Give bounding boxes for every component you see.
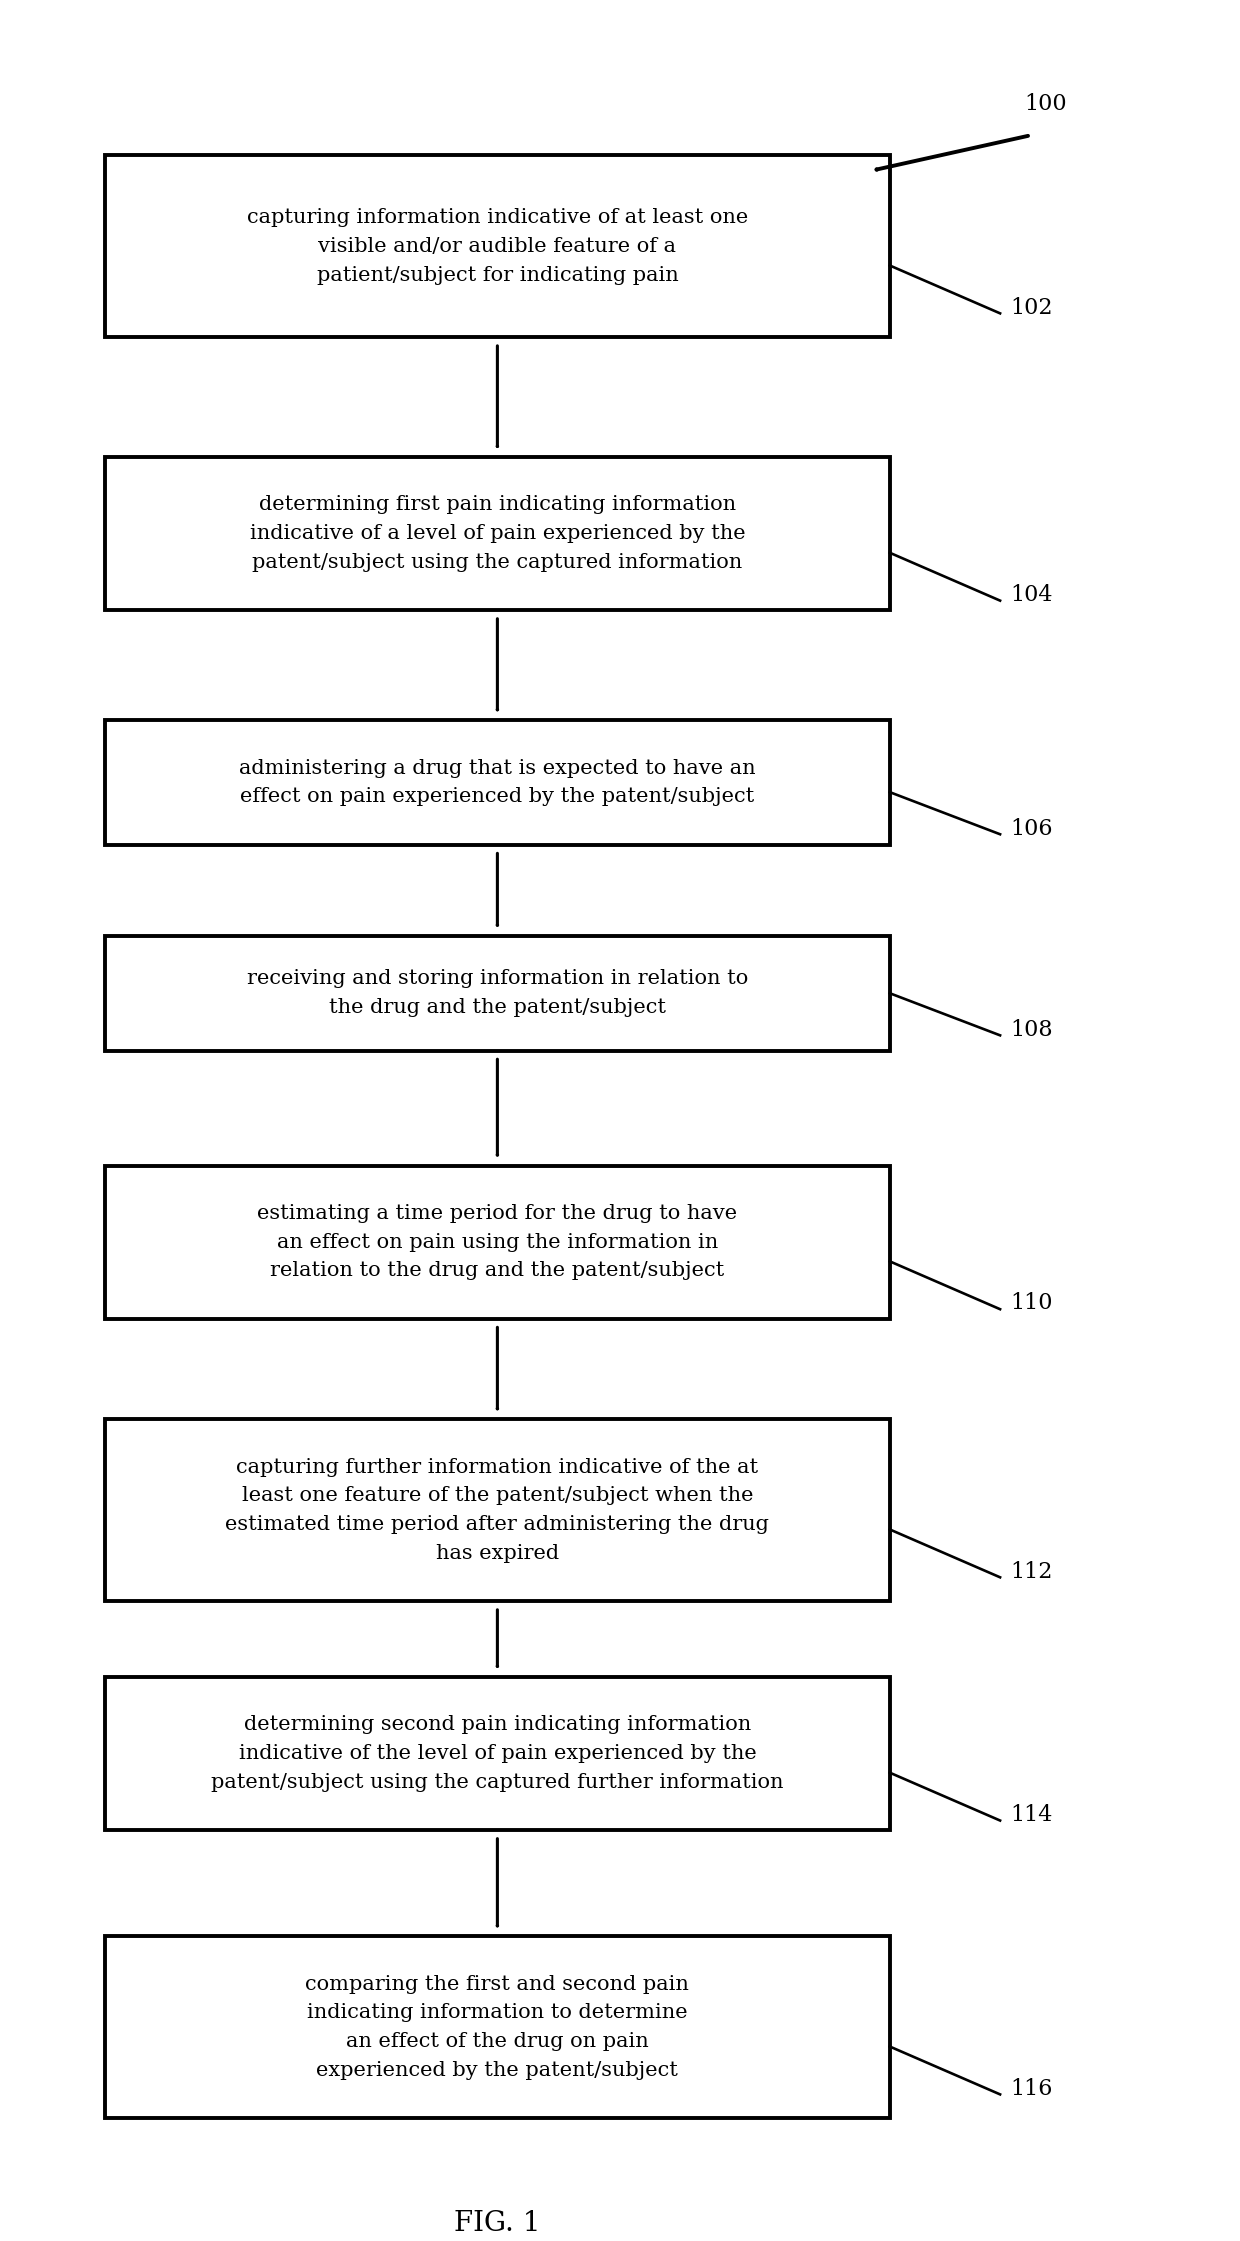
Text: capturing further information indicative of the at
least one feature of the pate: capturing further information indicative…	[226, 1457, 769, 1562]
FancyBboxPatch shape	[105, 457, 890, 610]
Text: administering a drug that is expected to have an
effect on pain experienced by t: administering a drug that is expected to…	[239, 760, 755, 807]
Text: 108: 108	[1009, 1020, 1053, 1040]
Text: receiving and storing information in relation to
the drug and the patent/subject: receiving and storing information in rel…	[247, 970, 748, 1017]
FancyBboxPatch shape	[105, 1165, 890, 1318]
Text: estimating a time period for the drug to have
an effect on pain using the inform: estimating a time period for the drug to…	[258, 1203, 738, 1280]
FancyBboxPatch shape	[105, 937, 890, 1051]
Text: 100: 100	[1024, 94, 1068, 114]
Text: capturing information indicative of at least one
visible and/or audible feature : capturing information indicative of at l…	[247, 208, 748, 285]
FancyBboxPatch shape	[105, 1419, 890, 1602]
Text: 114: 114	[1009, 1804, 1053, 1826]
Text: determining second pain indicating information
indicative of the level of pain e: determining second pain indicating infor…	[211, 1714, 784, 1793]
Text: determining first pain indicating information
indicative of a level of pain expe: determining first pain indicating inform…	[249, 495, 745, 571]
Text: comparing the first and second pain
indicating information to determine
an effec: comparing the first and second pain indi…	[305, 1974, 689, 2080]
Text: 106: 106	[1009, 818, 1053, 840]
Text: 116: 116	[1009, 2077, 1053, 2100]
FancyBboxPatch shape	[105, 1676, 890, 1831]
Text: 104: 104	[1009, 585, 1053, 605]
FancyBboxPatch shape	[105, 155, 890, 338]
FancyBboxPatch shape	[105, 719, 890, 845]
Text: 110: 110	[1009, 1293, 1053, 1315]
Text: FIG. 1: FIG. 1	[454, 2210, 541, 2237]
Text: 102: 102	[1009, 296, 1053, 318]
FancyBboxPatch shape	[105, 1936, 890, 2118]
Text: 112: 112	[1009, 1560, 1053, 1582]
